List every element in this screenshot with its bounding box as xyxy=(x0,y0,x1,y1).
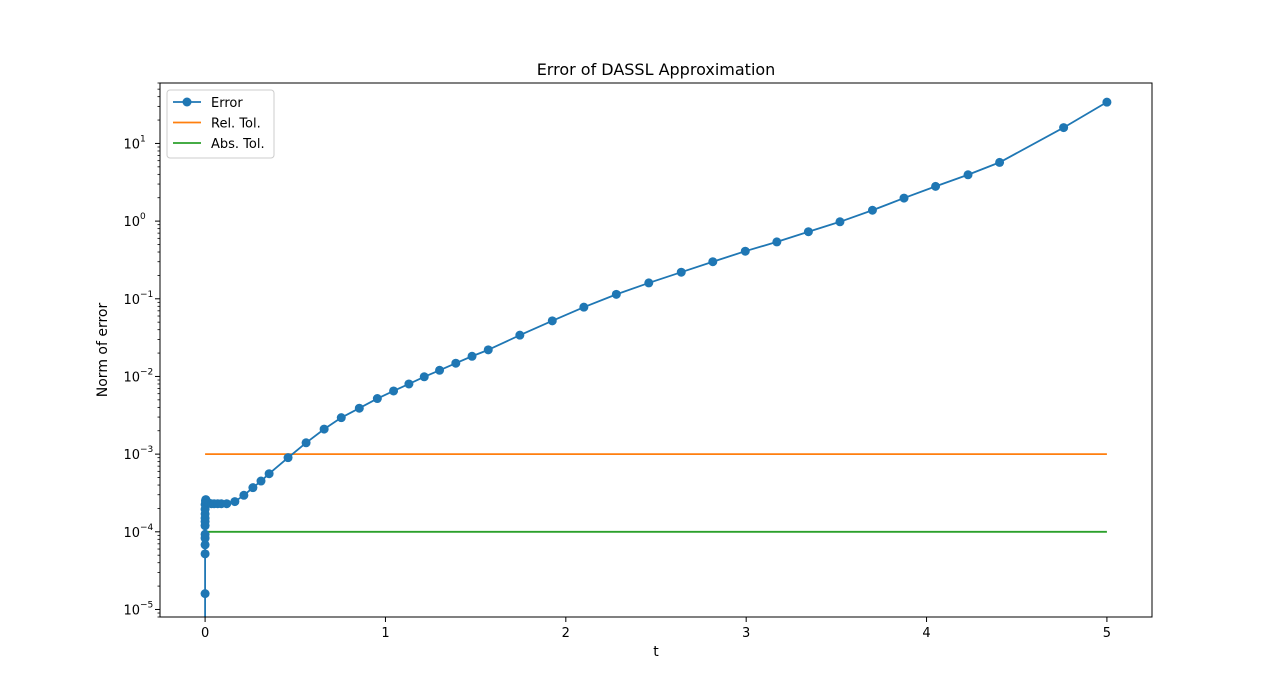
y-tick-exponent: −5 xyxy=(140,600,153,610)
data-point xyxy=(354,403,364,413)
data-point xyxy=(264,469,274,479)
data-point xyxy=(963,170,973,180)
y-tick-label: 10 xyxy=(123,137,140,152)
y-tick-exponent: −4 xyxy=(140,523,154,533)
x-tick-label: 5 xyxy=(1103,626,1111,641)
y-tick-exponent: −2 xyxy=(140,367,153,377)
data-point xyxy=(389,386,399,396)
data-point xyxy=(867,205,877,215)
data-point xyxy=(301,438,311,448)
data-point xyxy=(239,490,249,500)
data-point xyxy=(283,453,293,463)
y-tick-label: 10 xyxy=(123,448,140,463)
chart-title: Error of DASSL Approximation xyxy=(537,60,776,79)
data-point xyxy=(319,424,329,434)
y-tick-label: 10 xyxy=(123,603,140,618)
data-point xyxy=(899,193,909,203)
data-point xyxy=(515,330,525,340)
data-point xyxy=(740,246,750,256)
legend-label: Rel. Tol. xyxy=(211,117,261,132)
data-point xyxy=(1102,97,1112,107)
data-point xyxy=(419,372,429,382)
data-point xyxy=(248,483,258,493)
data-point xyxy=(200,589,210,599)
y-tick-label: 10 xyxy=(123,526,140,541)
axes-frame xyxy=(159,82,1153,618)
data-point xyxy=(547,316,557,326)
x-tick-label: 3 xyxy=(742,626,750,641)
data-point xyxy=(372,394,382,404)
data-point xyxy=(676,267,686,277)
data-point xyxy=(644,278,654,288)
data-point xyxy=(835,217,845,227)
data-point xyxy=(611,289,621,299)
x-tick-label: 0 xyxy=(201,626,209,641)
y-tick-exponent: 0 xyxy=(140,212,146,222)
data-point xyxy=(200,540,210,550)
data-point xyxy=(451,358,461,368)
data-point xyxy=(708,257,718,267)
y-tick-label: 10 xyxy=(123,293,140,308)
legend-frame xyxy=(166,89,275,159)
y-tick-label: 10 xyxy=(123,215,140,230)
data-point xyxy=(404,379,414,389)
data-point xyxy=(222,499,232,509)
data-point xyxy=(1059,123,1069,133)
data-point xyxy=(435,365,445,375)
data-point xyxy=(256,476,266,486)
legend-marker xyxy=(182,97,192,107)
legend-label: Abs. Tol. xyxy=(211,137,265,152)
data-point xyxy=(772,237,782,247)
x-axis: 0 1 2 3 4 5 xyxy=(201,617,1111,641)
data-point xyxy=(467,351,477,361)
y-tick-exponent: −1 xyxy=(140,290,153,300)
x-axis-label: t xyxy=(653,644,659,660)
x-tick-label: 1 xyxy=(381,626,389,641)
legend-label: Error xyxy=(211,96,243,111)
x-tick-label: 2 xyxy=(562,626,570,641)
data-point xyxy=(803,227,813,237)
y-axis-label: Norm of error xyxy=(95,303,111,398)
data-point xyxy=(230,497,240,507)
y-tick-exponent: 1 xyxy=(140,134,146,144)
data-point xyxy=(579,302,589,312)
data-point xyxy=(200,549,210,559)
y-tick-exponent: −3 xyxy=(140,445,153,455)
data-point xyxy=(931,181,941,191)
x-tick-label: 4 xyxy=(922,626,930,641)
legend: Error Rel. Tol. Abs. Tol. xyxy=(166,89,275,159)
plot-content xyxy=(200,97,1112,617)
y-tick-label: 10 xyxy=(123,370,140,385)
data-point xyxy=(336,413,346,423)
data-point xyxy=(200,529,210,539)
data-point xyxy=(995,157,1005,167)
data-point xyxy=(483,345,493,355)
